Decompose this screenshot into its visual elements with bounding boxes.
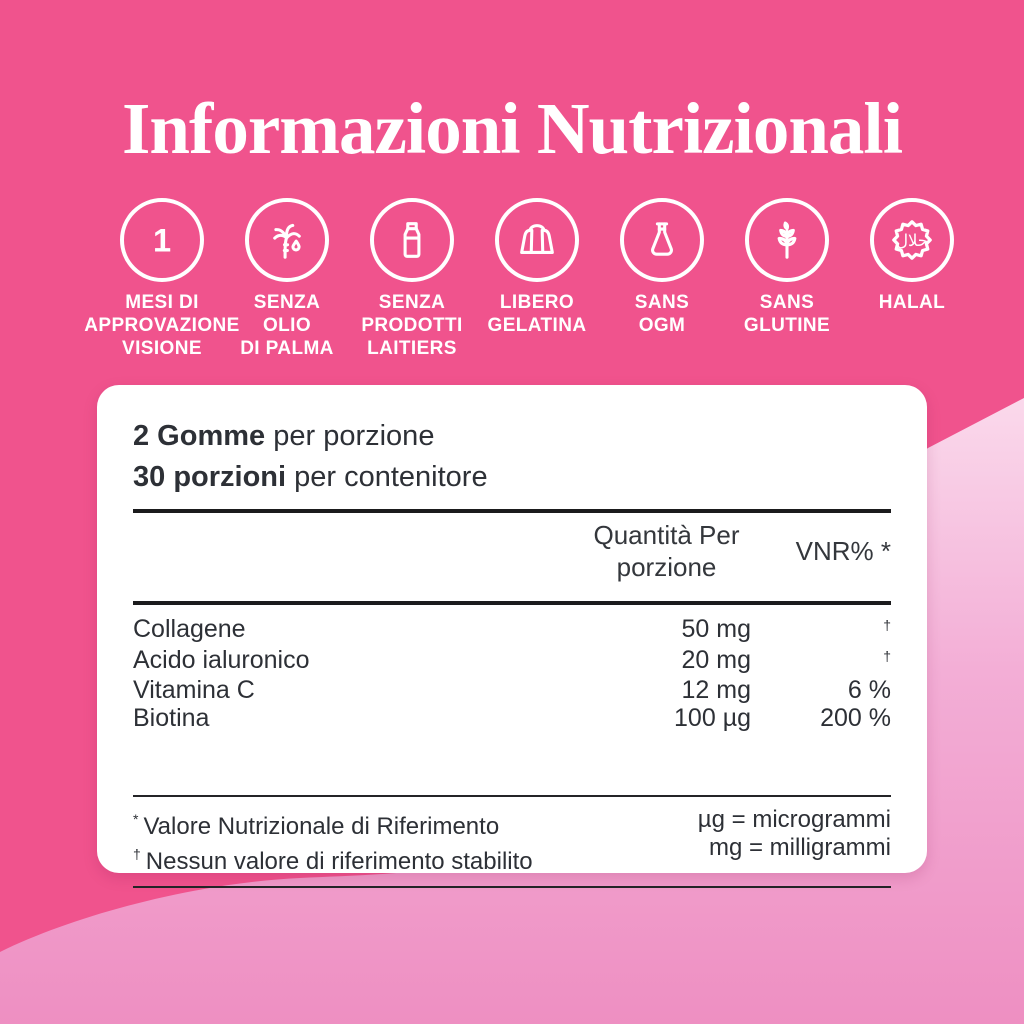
nutrient-vnr: 6 % [847, 676, 891, 704]
nutrient-amount: 12 mg [681, 676, 751, 704]
serving-size-line: 2 Gomme per porzione [133, 420, 435, 452]
divider-thin-top [133, 795, 891, 797]
feature-item-palm-oil-free: SENZA OLIO DI PALMA [226, 198, 348, 360]
nutrient-amount: 50 mg [681, 615, 751, 643]
gluten-free-wheat-icon [745, 198, 829, 282]
dairy-free-bottle-icon [370, 198, 454, 282]
nutrient-vnr: † [883, 617, 891, 633]
footnotes: * Valore Nutrizionale di Riferimento † Nes… [133, 797, 891, 886]
table-row: Collagene 50 mg † [133, 615, 891, 647]
nutrient-name: Biotina [133, 703, 210, 732]
feature-item-dairy-free: SENZA PRODOTTI LAITIERS [351, 198, 473, 360]
divider-thick-top [133, 509, 891, 513]
palm-oil-free-icon [245, 198, 329, 282]
feature-item-halal: حلال HALAL [851, 198, 973, 360]
feature-label: MESI DI APPROVAZIONE VISIONE [84, 292, 240, 359]
divider-thick-mid [133, 601, 891, 605]
table-row: Acido ialuronico 20 mg † [133, 645, 891, 678]
halal-badge-icon: حلال [870, 198, 954, 282]
number-1-icon: 1 [120, 198, 204, 282]
feature-label: SANS GLUTINE [743, 292, 831, 336]
nutrient-name: Acido ialuronico [133, 645, 310, 674]
footnote-reference-value: * Valore Nutrizionale di Riferimento [133, 811, 500, 840]
feature-label: HALAL [878, 292, 946, 313]
nutrient-table-body: Collagene 50 mg † Acido ialuronico 20 mg… [133, 615, 891, 733]
nutrient-name: Collagene [133, 615, 246, 643]
nutrient-amount: 100 µg [674, 703, 751, 732]
footnote-no-reference: † Nessun valore di riferimento stabilito [133, 846, 533, 875]
nutrient-vnr: † [883, 647, 891, 664]
table-row: Biotina 100 µg 200 % [133, 703, 891, 733]
table-header-row: Quantità Per porzione VNR% * [133, 513, 892, 590]
gmo-free-flask-icon [620, 198, 704, 282]
feature-item-gelatin-free: LIBERO GELATINA [476, 198, 598, 360]
page-title: Informazioni Nutrizionali [122, 88, 903, 169]
column-header-vnr: VNR% * [795, 535, 891, 566]
column-header-amount: Quantità Per porzione [593, 520, 740, 582]
feature-label: SENZA PRODOTTI LAITIERS [361, 292, 463, 359]
nutrient-amount: 20 mg [681, 645, 751, 674]
feature-label: LIBERO GELATINA [487, 292, 587, 336]
feature-item-approval: 1 MESI DI APPROVAZIONE VISIONE [84, 198, 239, 360]
svg-text:حلال: حلال [896, 232, 928, 250]
servings-per-container-line: 30 porzioni per contenitore [133, 461, 488, 493]
nutrient-name: Vitamina C [133, 676, 255, 704]
feature-label: SANS OGM [634, 292, 690, 336]
table-row: Vitamina C 12 mg 6 % [133, 676, 891, 705]
footnote-milligram-legend: mg = milligrammi [708, 834, 891, 861]
feature-item-gluten-free: SANS GLUTINE [726, 198, 848, 360]
nutrient-vnr: 200 % [820, 703, 891, 732]
feature-icon-row: 1 MESI DI APPROVAZIONE VISIONE SENZA OLI… [84, 198, 973, 360]
gelatin-free-icon [495, 198, 579, 282]
nutrition-card: 2 Gomme per porzione 30 porzioni per con… [97, 385, 927, 888]
svg-text:1: 1 [153, 223, 171, 259]
footnote-microgram-legend: µg = microgrammi [697, 806, 891, 833]
feature-item-gmo-free: SANS OGM [601, 198, 723, 360]
divider-thin-bottom [133, 886, 891, 888]
feature-label: SENZA OLIO DI PALMA [240, 292, 334, 359]
